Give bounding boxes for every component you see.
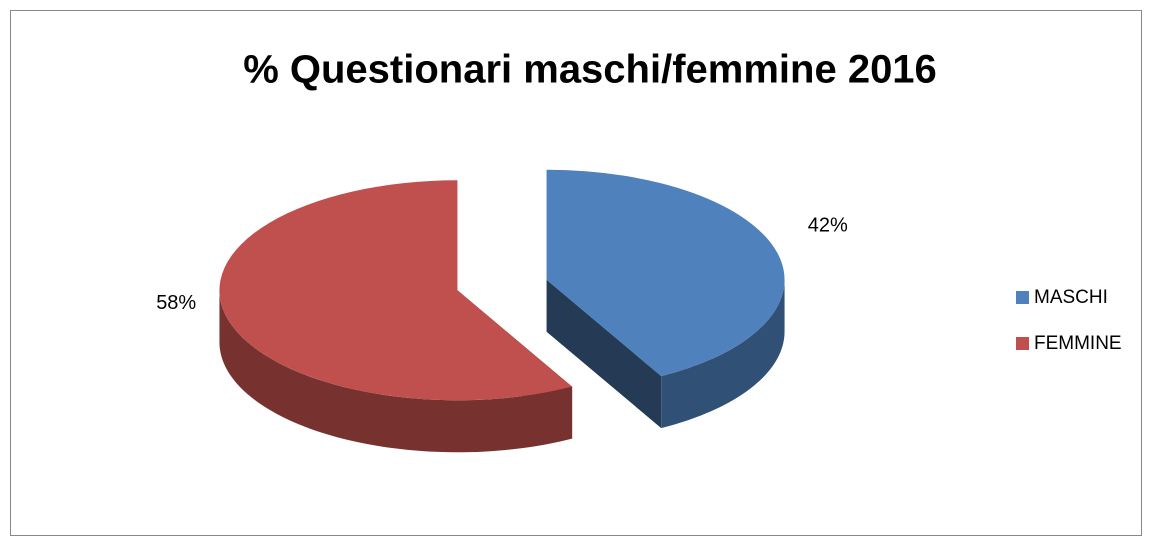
slice-wall [219, 290, 573, 453]
legend-label: MASCHI [1034, 287, 1108, 308]
slice-wall [661, 279, 785, 429]
slice [546, 169, 785, 377]
legend-swatch [1016, 291, 1029, 304]
data-label: 58% [156, 292, 196, 314]
chart-title: % Questionari maschi/femmine 2016 [243, 48, 937, 92]
slice [219, 180, 573, 401]
legend-swatch [1016, 337, 1029, 350]
legend-label: FEMMINE [1034, 333, 1122, 354]
data-label: 42% [808, 215, 848, 237]
slice-side [546, 279, 662, 429]
